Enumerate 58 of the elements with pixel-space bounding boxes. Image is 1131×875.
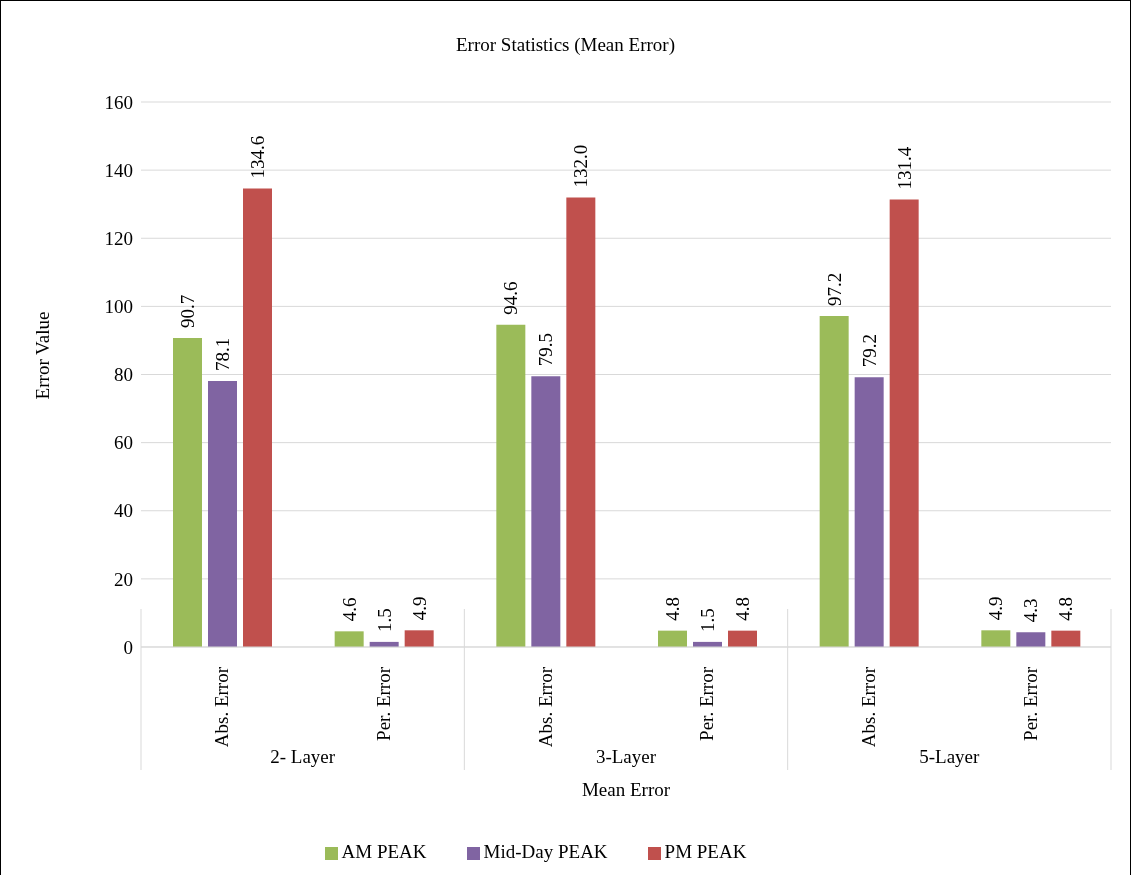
data-label: 4.9	[408, 596, 430, 621]
y-tick-label: 40	[114, 500, 133, 522]
bar	[566, 197, 596, 647]
legend-label: AM PEAK	[341, 841, 427, 862]
x-tick-label: Per. Error	[696, 666, 718, 741]
x-tick-label: Per. Error	[373, 666, 394, 741]
y-axis-title: Error Value	[31, 311, 53, 400]
legend-label: Mid-Day PEAK	[483, 841, 608, 862]
bar	[208, 380, 237, 647]
text: 3-Layer	[595, 745, 657, 767]
data-label: 90.7	[177, 294, 198, 329]
y-tick-label: 80	[114, 364, 133, 386]
bar	[404, 630, 434, 647]
data-label: 78.1	[212, 337, 233, 371]
x-tick-label: Abs. Error	[534, 666, 556, 748]
bar	[728, 630, 757, 647]
y-tick-label: 20	[114, 568, 133, 590]
data-label: 4.3	[1020, 598, 1042, 623]
bar	[819, 315, 849, 647]
data-label: 4.6	[338, 597, 360, 622]
y-tick-label: 160	[104, 91, 133, 113]
data-label: 132.0	[570, 144, 592, 188]
data-label: 1.5	[373, 608, 395, 632]
bar	[173, 338, 202, 647]
x-axis-title: Mean Error	[581, 778, 671, 800]
y-tick-label: 60	[114, 432, 133, 454]
data-label: 4.8	[1055, 596, 1077, 621]
bar	[243, 188, 272, 647]
data-label: 4.9	[985, 596, 1007, 621]
bar	[334, 631, 364, 647]
text: 2- Layer	[270, 745, 336, 767]
chart-title: Error Statistics (Mean Error)	[455, 34, 676, 56]
bar	[496, 324, 526, 647]
text: 5-Layer	[919, 745, 981, 767]
y-tick-label: 120	[104, 227, 133, 249]
bar	[1016, 632, 1046, 647]
bar	[1051, 630, 1081, 647]
x-tick-label: Abs. Error	[858, 666, 879, 748]
data-label: 4.8	[662, 596, 683, 621]
bar	[889, 199, 919, 647]
data-label: 4.8	[732, 596, 753, 621]
data-label: 97.2	[823, 272, 845, 306]
bar	[981, 630, 1011, 647]
bar	[658, 630, 687, 647]
bar	[854, 377, 884, 647]
data-label: 131.4	[893, 146, 915, 190]
data-label: 79.2	[858, 333, 880, 368]
y-tick-label: 0	[123, 636, 133, 658]
x-tick-label: Abs. Error	[211, 666, 233, 748]
y-tick-label: 140	[104, 159, 133, 181]
data-label: 134.6	[247, 135, 268, 179]
data-label: 94.6	[500, 281, 522, 315]
data-label: 79.5	[535, 332, 557, 367]
y-tick-label: 100	[104, 296, 133, 318]
bar	[531, 376, 561, 647]
x-tick-label: Per. Error	[1019, 666, 1041, 741]
legend-label: PM PEAK	[664, 841, 747, 862]
data-label: 1.5	[697, 608, 718, 632]
